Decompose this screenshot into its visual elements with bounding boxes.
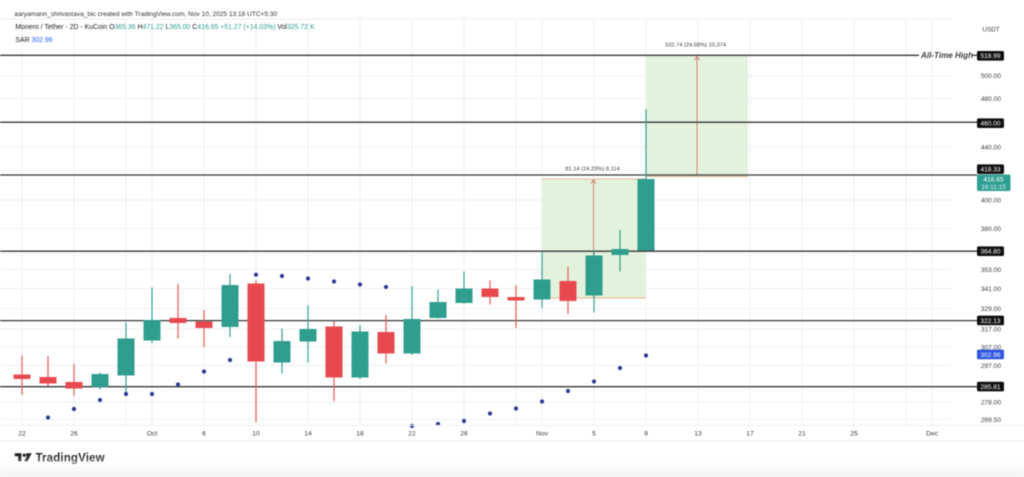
svg-text:329.00: 329.00 bbox=[981, 306, 1002, 313]
svg-text:9: 9 bbox=[644, 430, 648, 437]
svg-text:285.81: 285.81 bbox=[981, 384, 1001, 391]
svg-text:22: 22 bbox=[18, 430, 26, 437]
svg-text:10: 10 bbox=[252, 430, 260, 437]
svg-text:102.74 (24.68%) 10,374: 102.74 (24.68%) 10,374 bbox=[665, 42, 726, 48]
svg-text:16:11:15: 16:11:15 bbox=[981, 184, 1006, 191]
svg-text:341.00: 341.00 bbox=[981, 286, 1002, 293]
svg-text:269.50: 269.50 bbox=[981, 417, 1002, 424]
svg-text:480.00: 480.00 bbox=[981, 96, 1002, 103]
svg-text:25: 25 bbox=[850, 430, 858, 437]
svg-text:26: 26 bbox=[70, 430, 78, 437]
svg-text:302.96: 302.96 bbox=[981, 352, 1001, 359]
svg-text:500.00: 500.00 bbox=[981, 73, 1002, 80]
svg-text:aaryamann_shrivastava_bic crea: aaryamann_shrivastava_bic created with T… bbox=[14, 11, 277, 18]
svg-text:Nov: Nov bbox=[536, 430, 549, 437]
svg-text:418.33: 418.33 bbox=[981, 167, 1001, 174]
svg-text:518.99: 518.99 bbox=[981, 53, 1001, 60]
svg-text:Dec: Dec bbox=[926, 430, 939, 437]
svg-text:14: 14 bbox=[304, 430, 312, 437]
svg-text:18: 18 bbox=[356, 430, 364, 437]
svg-text:400.00: 400.00 bbox=[981, 197, 1002, 204]
svg-text:Monero / Tether - 2D - KuCoin: Monero / Tether - 2D - KuCoin O365.36 H4… bbox=[15, 24, 315, 31]
svg-text:416.65: 416.65 bbox=[984, 176, 1004, 183]
svg-text:5: 5 bbox=[592, 430, 596, 437]
svg-text:297.00: 297.00 bbox=[981, 363, 1002, 370]
svg-text:USDT: USDT bbox=[982, 27, 999, 34]
svg-text:353.00: 353.00 bbox=[981, 267, 1002, 274]
svg-text:All-Time High: All-Time High bbox=[920, 51, 973, 60]
svg-text:317.00: 317.00 bbox=[981, 327, 1002, 334]
svg-text:22: 22 bbox=[408, 430, 416, 437]
svg-text:17: 17 bbox=[746, 430, 754, 437]
svg-text:307.00: 307.00 bbox=[981, 344, 1002, 351]
svg-text:81.14 (24.23%) 8,114: 81.14 (24.23%) 8,114 bbox=[565, 166, 619, 172]
svg-text:278.00: 278.00 bbox=[981, 400, 1002, 407]
svg-text:322.13: 322.13 bbox=[981, 318, 1001, 325]
svg-text:26: 26 bbox=[460, 430, 468, 437]
svg-text:6: 6 bbox=[202, 430, 206, 437]
svg-text:440.00: 440.00 bbox=[981, 144, 1002, 151]
svg-text:21: 21 bbox=[798, 430, 806, 437]
svg-text:460.00: 460.00 bbox=[981, 121, 1001, 128]
svg-text:380.00: 380.00 bbox=[981, 226, 1002, 233]
svg-text:Oct: Oct bbox=[147, 430, 158, 437]
svg-text:13: 13 bbox=[694, 430, 702, 437]
svg-text:364.80: 364.80 bbox=[981, 249, 1001, 256]
svg-text:SAR 302.96: SAR 302.96 bbox=[15, 37, 52, 44]
